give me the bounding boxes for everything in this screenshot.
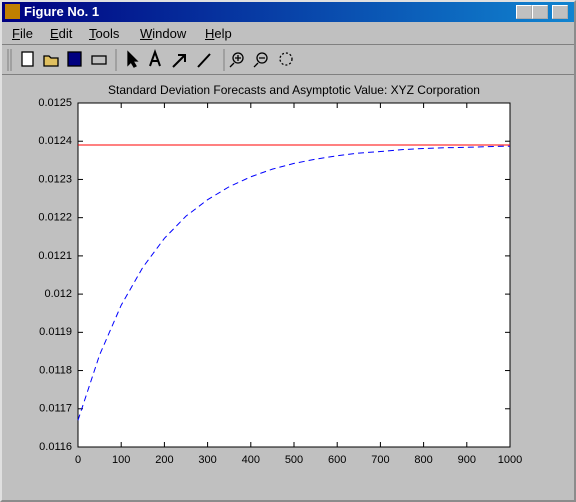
menu-item[interactable]: Help (205, 26, 232, 41)
zoom-out-icon[interactable] (256, 52, 268, 64)
menu-item[interactable]: File (12, 26, 33, 41)
maximize-button[interactable] (532, 5, 548, 19)
toolbar-separator (7, 49, 225, 71)
app-icon (5, 4, 20, 19)
y-tick-label: 0.0124 (38, 135, 72, 147)
arrow-icon[interactable] (172, 54, 186, 68)
y-tick-label: 0.0121 (38, 250, 72, 262)
window-title: Figure No. 1 (24, 4, 100, 19)
line-icon[interactable] (197, 53, 211, 68)
menu-bar: File Edit Tools Window Help (2, 24, 574, 45)
toolbar-icons (7, 49, 293, 71)
axes-box (77, 102, 511, 448)
y-tick-label: 0.0116 (39, 441, 72, 453)
x-tick-label: 200 (155, 454, 173, 466)
chart-title: Standard Deviation Forecasts and Asympto… (108, 83, 480, 97)
print-icon[interactable] (91, 55, 107, 65)
minimize-button[interactable] (516, 5, 532, 19)
menu-item[interactable]: Tools (89, 26, 120, 41)
new-icon[interactable] (21, 51, 34, 67)
menu-item[interactable]: Edit (50, 26, 73, 41)
x-tick-label: 700 (371, 454, 389, 466)
y-tick-label: 0.0118 (39, 364, 72, 376)
y-tick-label: 0.0122 (38, 212, 72, 224)
y-tick-label: 0.0123 (38, 173, 72, 185)
x-tick-label: 1000 (498, 454, 522, 466)
x-tick-label: 900 (458, 454, 476, 466)
open-icon[interactable] (43, 55, 59, 67)
y-tick-label: 0.0119 (39, 326, 72, 338)
x-tick-label: 500 (285, 454, 303, 466)
select-icon[interactable] (127, 50, 139, 68)
y-tick-label: 0.0125 (38, 97, 72, 109)
series-line (77, 145, 511, 421)
zoom-in-icon[interactable] (232, 52, 244, 64)
save-icon[interactable] (67, 51, 82, 67)
y-tick-label: 0.012 (44, 288, 72, 300)
menu-item[interactable]: Window (140, 26, 187, 41)
x-tick-label: 400 (242, 454, 260, 466)
x-tick-label: 600 (328, 454, 346, 466)
text-icon[interactable] (149, 49, 161, 67)
y-tick-label: 0.0117 (39, 403, 72, 415)
x-tick-label: 0 (75, 454, 81, 466)
title-bar: Figure No. 1 (2, 2, 574, 22)
close-button[interactable] (552, 5, 568, 19)
x-tick-label: 300 (198, 454, 216, 466)
toolbar (2, 46, 574, 75)
rotate-icon[interactable] (279, 52, 293, 66)
x-tick-label: 100 (112, 454, 130, 466)
x-tick-label: 800 (414, 454, 432, 466)
